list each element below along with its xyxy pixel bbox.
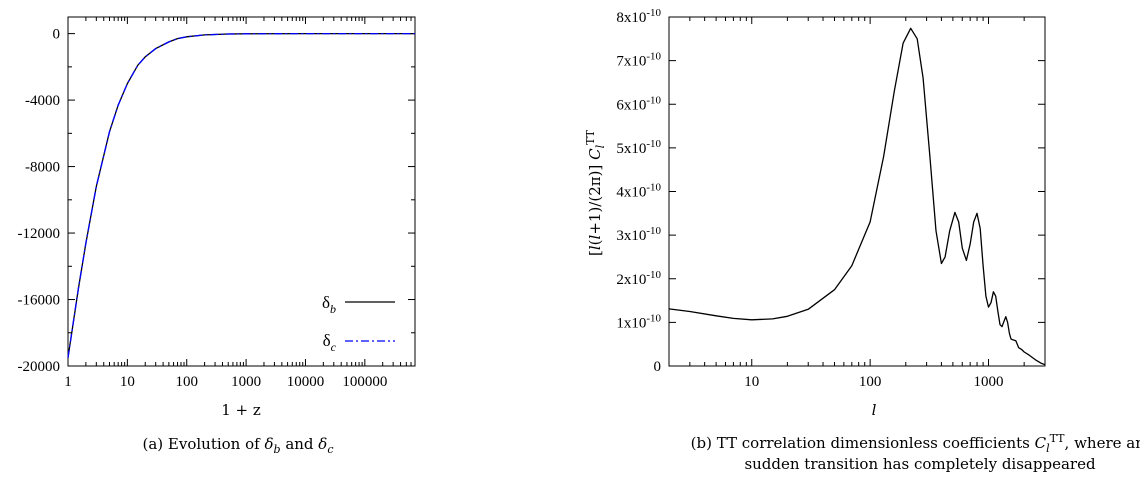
series-a [67,32,415,358]
y-tick-label-b: 0 [654,359,662,375]
legend-label-dc: δc [323,331,337,354]
y-tick-label-a: -4000 [25,93,60,109]
x-tick-label-a: 10 [120,374,135,390]
x-axis-label-b: l [872,401,877,419]
x-tick-label-a: 100000 [342,374,387,390]
y-tick-label-b: 7x10-10 [616,51,661,70]
x-tick-label-b: 100 [859,374,882,390]
y-tick-label-a: -20000 [18,359,61,375]
series-line-c [67,32,415,358]
plot-frame-b [668,16,1046,367]
x-axis-label-a: 1 + z [221,401,261,419]
y-tick-label-b: 8x10-10 [616,7,661,26]
x-tick-label-a: 10000 [287,374,325,390]
y-axis-label-b: [l(l+1)/(2π)] ClTT [584,129,607,256]
caption-a: (a) Evolution of δb and δc [143,435,334,456]
axes-b: 0 1x10-10 2x10-10 3x10-10 4x10-10 5x10-10 6x10… [616,7,1046,390]
y-tick-label-a: -8000 [25,160,60,176]
caption-b-line-1: (b) TT correlation dimensionless coeffic… [691,432,1140,455]
x-tick-label-b: 10 [744,374,759,390]
x-tick-label-b: 1000 [974,374,1004,390]
x-tick-label-a: 100 [175,374,198,390]
y-tick-label-b: 3x10-10 [616,225,661,244]
x-tick-label-a: 1000 [231,374,261,390]
series-b [668,27,1046,366]
y-tick-label-a: -16000 [18,293,61,309]
y-tick-label-a: 0 [53,27,61,43]
y-tick-label-b: 6x10-10 [616,94,661,113]
series-line-b [67,32,415,358]
chart-b: 0 1x10-10 2x10-10 3x10-10 4x10-10 5x10-10 6x10… [584,7,1140,473]
caption-b-line-2: sudden transition has completely disappe… [744,455,1096,473]
series-line-cl-tt [668,27,1046,366]
y-tick-label-b: 4x10-10 [616,182,661,201]
y-tick-label-b: 2x10-10 [616,269,661,288]
legend-a: δb δc [322,293,395,354]
plot-frame-a [67,16,416,367]
y-tick-label-b: 5x10-10 [616,138,661,157]
y-tick-label-b: 1x10-10 [616,312,661,331]
legend-label-db: δb [322,293,336,316]
x-tick-label-a: 1 [64,374,72,390]
y-tick-label-a: -12000 [18,226,61,242]
